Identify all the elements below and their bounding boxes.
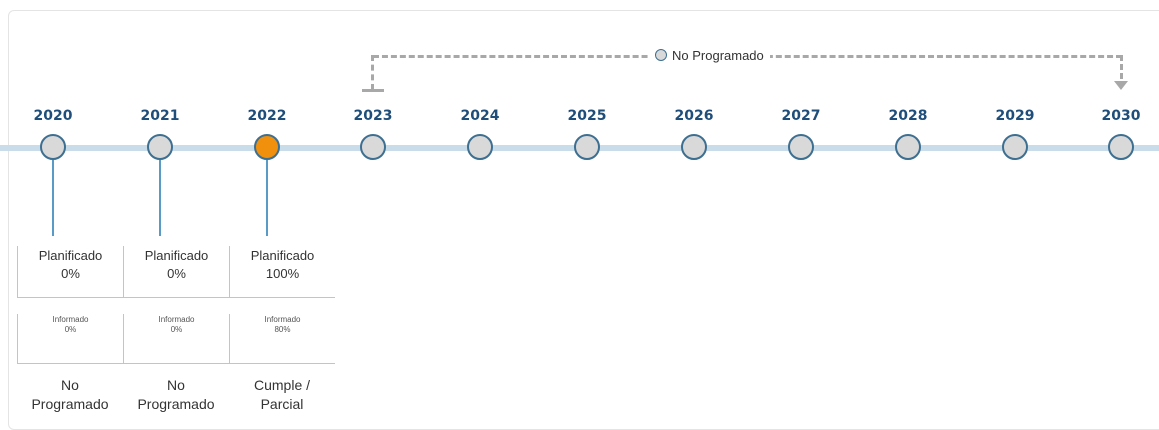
year-label: 2023	[353, 108, 393, 124]
status-text: No Programado	[123, 376, 229, 414]
year-label: 2024	[460, 108, 500, 124]
bracket-left-dashed-line	[371, 55, 374, 90]
planned-label: Planificado	[38, 248, 103, 263]
status-line-1: No	[167, 377, 185, 393]
planned-box: Planificado 0%	[17, 246, 123, 298]
year-label: 2026	[674, 108, 714, 124]
circle-node-icon	[655, 49, 667, 61]
year-label: 2027	[781, 108, 821, 124]
planned-box: Planificado 0%	[123, 246, 229, 298]
year-label: 2030	[1101, 108, 1141, 124]
status-line-2: Programado	[31, 396, 109, 412]
reported-value: 0%	[170, 325, 183, 334]
year-detail-card-2020: Planificado 0% Informado 0% No Programad…	[17, 246, 123, 414]
timeline-node-2020[interactable]	[40, 134, 66, 160]
reported-label: Informado	[158, 315, 195, 324]
status-text: No Programado	[17, 376, 123, 414]
no-programado-legend: No Programado	[649, 44, 770, 66]
reported-value: 0%	[64, 325, 77, 334]
timeline-node-2028[interactable]	[895, 134, 921, 160]
planned-value: 0%	[61, 266, 80, 281]
year-label: 2028	[888, 108, 928, 124]
timeline-node-2026[interactable]	[681, 134, 707, 160]
timeline-panel	[8, 10, 1159, 430]
year-detail-card-2022: Planificado 100% Informado 80% Cumple / …	[229, 246, 335, 414]
timeline-node-2024[interactable]	[467, 134, 493, 160]
node-connector-line	[159, 160, 161, 236]
year-detail-card-2021: Planificado 0% Informado 0% No Programad…	[123, 246, 229, 414]
timeline-node-2023[interactable]	[360, 134, 386, 160]
status-line-1: No	[61, 377, 79, 393]
bracket-arrow-down-icon	[1114, 81, 1128, 90]
reported-box: Informado 0%	[17, 314, 123, 364]
timeline-node-2029[interactable]	[1002, 134, 1028, 160]
planned-value: 100%	[265, 266, 300, 281]
timeline-node-2021[interactable]	[147, 134, 173, 160]
year-label: 2029	[995, 108, 1035, 124]
reported-box: Informado 0%	[123, 314, 229, 364]
planned-box: Planificado 100%	[229, 246, 335, 298]
year-label: 2025	[567, 108, 607, 124]
legend-label: No Programado	[672, 47, 764, 63]
timeline-node-2025[interactable]	[574, 134, 600, 160]
status-line-1: Cumple /	[253, 377, 311, 393]
year-label: 2022	[247, 108, 287, 124]
bracket-right-dashed-line	[1120, 55, 1123, 79]
node-connector-line	[52, 160, 54, 236]
year-label: 2020	[33, 108, 73, 124]
reported-label: Informado	[264, 315, 301, 324]
planned-label: Planificado	[250, 248, 315, 263]
reported-value: 80%	[274, 325, 291, 334]
status-text: Cumple / Parcial	[229, 376, 335, 414]
status-line-2: Programado	[137, 396, 215, 412]
timeline-node-2030[interactable]	[1108, 134, 1134, 160]
node-connector-line	[266, 160, 268, 236]
timeline-node-2022[interactable]	[254, 134, 280, 160]
year-label: 2021	[140, 108, 180, 124]
bracket-start-marker	[362, 89, 384, 92]
planned-label: Planificado	[144, 248, 209, 263]
reported-box: Informado 80%	[229, 314, 335, 364]
reported-label: Informado	[52, 315, 89, 324]
timeline-node-2027[interactable]	[788, 134, 814, 160]
status-line-2: Parcial	[260, 396, 304, 412]
planned-value: 0%	[167, 266, 186, 281]
